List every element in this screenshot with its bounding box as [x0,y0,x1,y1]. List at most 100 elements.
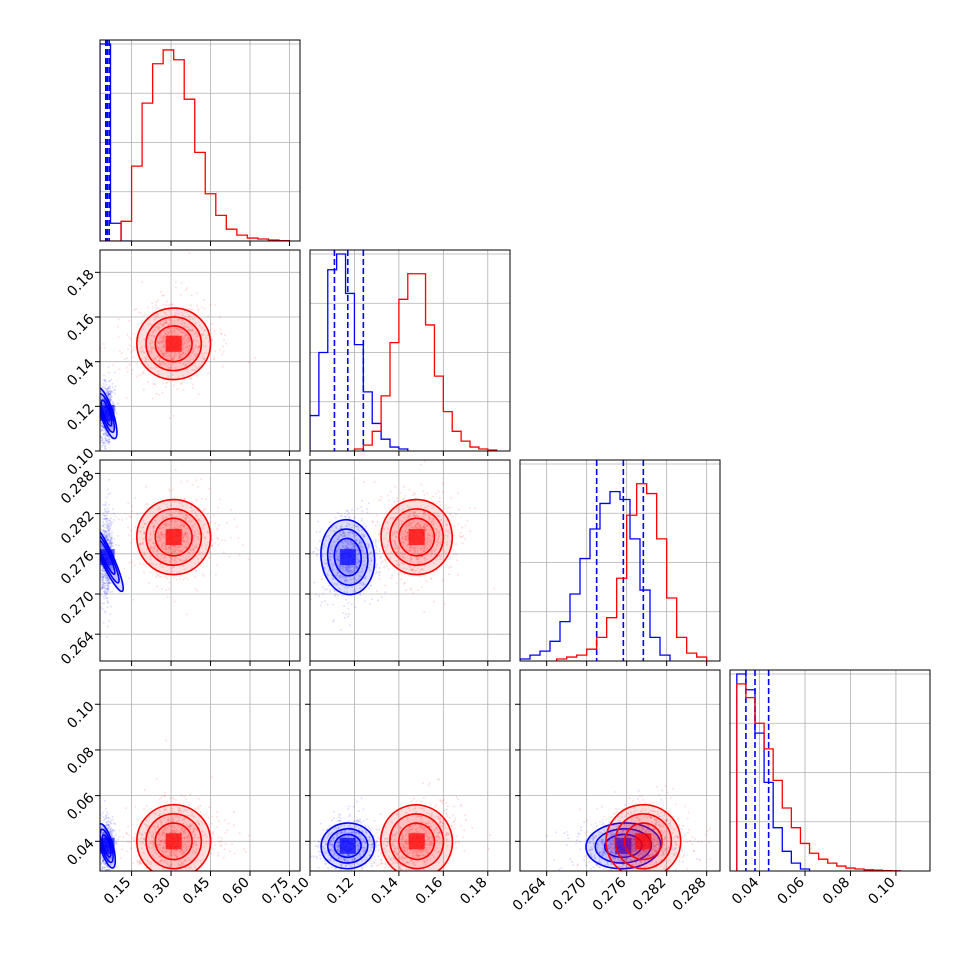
scatter-point [114,834,117,837]
scatter-point [155,571,158,574]
scatter-point [138,374,141,377]
scatter-point [341,565,344,568]
scatter-point [342,575,345,578]
scatter-point [406,534,409,537]
scatter-point [420,561,423,564]
scatter-point [174,286,177,289]
scatter-point [410,569,413,572]
scatter-point [128,534,131,537]
scatter-point [360,519,363,522]
scatter-point [340,514,343,517]
scatter-point [408,522,411,525]
scatter-point [423,546,426,549]
scatter-point [161,325,164,328]
scatter-point [101,608,104,611]
scatter-point [157,534,160,537]
scatter-point [125,366,128,369]
scatter-point [107,390,110,393]
scatter-point [437,500,440,503]
scatter-point [195,346,198,349]
scatter-point [218,316,221,319]
scatter-point [413,511,416,514]
scatter-point [108,478,111,481]
scatter-point [408,550,411,553]
scatter-point [155,550,158,553]
scatter-point [430,539,433,542]
scatter-point [188,356,191,359]
scatter-point [102,525,105,528]
scatter-point [337,564,340,567]
scatter-point [174,547,177,550]
scatter-point [107,442,110,445]
scatter-point [105,587,108,590]
scatter-point [401,555,404,558]
scatter-point [106,868,109,871]
scatter-point [106,591,109,594]
scatter-point [201,333,204,336]
scatter-point [171,570,174,573]
scatter-point [179,524,182,527]
scatter-point [106,391,109,394]
scatter-point [160,575,163,578]
scatter-point [379,498,382,501]
scatter-point [369,557,372,560]
scatter-point [330,546,333,549]
scatter-point [363,564,366,567]
scatter-point [360,546,363,549]
scatter-point [330,549,333,552]
scatter-point [106,510,109,513]
scatter-point [160,290,163,293]
scatter-point [103,863,106,866]
scatter-point [408,521,411,524]
scatter-point [179,330,182,333]
scatter-point [164,319,167,322]
scatter-point [147,538,150,541]
scatter-point [102,818,105,821]
scatter-point [321,559,324,562]
scatter-point [109,393,112,396]
scatter-point [357,558,360,561]
scatter-point [315,553,318,556]
scatter-point [104,866,107,869]
scatter-point [228,555,231,558]
scatter-point [430,577,433,580]
scatter-point [159,558,162,561]
scatter-point [203,536,206,539]
scatter-point [336,594,339,597]
scatter-point [203,536,206,539]
scatter-point [202,334,205,337]
scatter-point [193,547,196,550]
scatter-point [197,344,200,347]
scatter-point [114,406,117,409]
scatter-point [422,526,425,529]
scatter-point [211,323,214,326]
scatter-point [105,824,108,827]
scatter-point [168,523,171,526]
scatter-point [100,572,103,575]
scatter-point [192,526,195,529]
scatter-point [177,557,180,560]
scatter-point [345,569,348,572]
scatter-point [437,515,440,518]
scatter-point [111,537,114,540]
scatter-point [192,351,195,354]
scatter-point [339,515,342,518]
scatter-point [374,572,377,575]
scatter-point [348,530,351,533]
scatter-point [144,551,147,554]
scatter-point [108,581,111,584]
scatter-point [366,558,369,561]
scatter-point [168,366,171,369]
scatter-point [150,339,153,342]
scatter-point [220,332,223,335]
histogram-series-1 [100,49,291,241]
scatter-point [188,516,191,519]
scatter-point [107,529,110,532]
scatter-point [427,539,430,542]
scatter-point [105,520,108,523]
scatter-point [401,553,404,556]
scatter-point [159,538,162,541]
scatter-point [107,581,110,584]
scatter-point [438,541,441,544]
scatter-point [194,321,197,324]
